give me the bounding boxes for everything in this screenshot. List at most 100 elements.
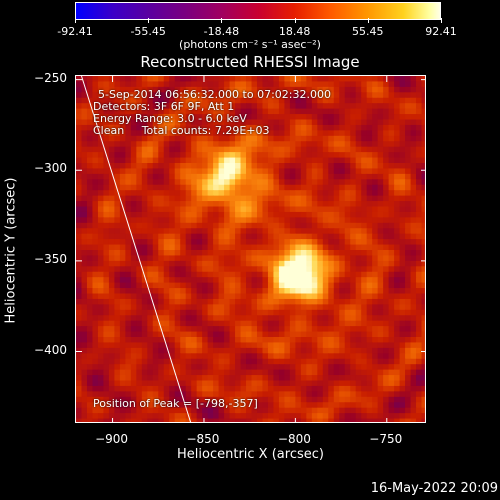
heatmap-pixel: [114, 396, 121, 403]
heatmap-pixel: [306, 201, 313, 208]
heatmap-pixel: [311, 130, 318, 137]
heatmap-pixel: [141, 92, 148, 99]
heatmap-pixel: [339, 326, 346, 333]
heatmap-pixel: [180, 108, 187, 115]
heatmap-pixel: [300, 255, 307, 262]
heatmap-pixel: [350, 298, 357, 305]
heatmap-pixel: [130, 179, 137, 186]
heatmap-pixel: [235, 217, 242, 224]
heatmap-pixel: [410, 277, 417, 284]
heatmap-pixel: [202, 211, 209, 218]
heatmap-pixel: [76, 146, 83, 153]
heatmap-pixel: [130, 81, 137, 88]
heatmap-pixel: [136, 364, 143, 371]
heatmap-pixel: [256, 255, 264, 262]
heatmap-pixel: [97, 239, 105, 246]
heatmap-pixel: [339, 413, 346, 420]
heatmap-pixel: [328, 81, 335, 88]
heatmap-pixel: [169, 195, 176, 202]
heatmap-pixel: [284, 277, 291, 284]
heatmap-pixel: [289, 103, 296, 110]
heatmap-pixel: [377, 396, 384, 403]
heatmap-pixel: [185, 298, 192, 305]
heatmap-pixel: [86, 146, 94, 153]
heatmap-pixel: [169, 413, 176, 420]
heatmap-pixel: [278, 369, 286, 376]
heatmap-pixel: [300, 407, 307, 414]
heatmap-pixel: [218, 266, 225, 273]
heatmap-pixel: [246, 293, 253, 300]
heatmap-pixel: [235, 347, 242, 354]
heatmap-pixel: [180, 206, 187, 213]
heatmap-pixel: [322, 201, 329, 208]
heatmap-pixel: [136, 233, 143, 240]
heatmap-pixel: [405, 222, 412, 229]
heatmap-pixel: [344, 179, 351, 186]
heatmap-pixel: [86, 201, 94, 208]
heatmap-pixel: [207, 152, 214, 159]
heatmap-pixel: [202, 206, 209, 213]
heatmap-pixel: [278, 250, 286, 257]
heatmap-pixel: [328, 369, 335, 376]
heatmap-pixel: [207, 135, 214, 142]
heatmap-pixel: [202, 168, 209, 175]
heatmap-pixel: [163, 407, 170, 414]
heatmap-pixel: [152, 250, 159, 257]
heatmap-pixel: [136, 342, 143, 349]
heatmap-pixel: [86, 309, 94, 316]
heatmap-pixel: [125, 190, 132, 197]
heatmap-pixel: [328, 277, 335, 284]
heatmap-pixel: [399, 358, 406, 365]
heatmap-pixel: [103, 364, 110, 371]
heatmap-pixel: [355, 76, 362, 83]
heatmap-pixel: [81, 130, 88, 137]
heatmap-pixel: [317, 396, 324, 403]
heatmap-pixel: [207, 206, 214, 213]
heatmap-pixel: [366, 211, 373, 218]
heatmap-pixel: [196, 353, 203, 360]
heatmap-pixel: [344, 163, 351, 170]
heatmap-pixel: [218, 271, 225, 278]
heatmap-pixel: [295, 206, 302, 213]
heatmap-pixel: [322, 391, 329, 398]
heatmap-pixel: [174, 239, 181, 246]
heatmap-pixel: [218, 407, 225, 414]
heatmap-pixel: [416, 298, 423, 305]
heatmap-pixel: [147, 92, 154, 99]
heatmap-pixel: [185, 163, 192, 170]
heatmap-pixel: [224, 233, 231, 240]
heatmap-pixel: [311, 358, 318, 365]
heatmap-pixel: [125, 266, 132, 273]
heatmap-pixel: [317, 108, 324, 115]
heatmap-pixel: [119, 304, 126, 311]
heatmap-pixel: [377, 135, 384, 142]
heatmap-pixel: [289, 81, 296, 88]
heatmap-pixel: [246, 108, 253, 115]
heatmap-pixel: [163, 201, 170, 208]
heatmap-pixel: [361, 190, 368, 197]
heatmap-pixel: [114, 402, 121, 409]
heatmap-pixel: [273, 201, 280, 208]
heatmap-pixel: [322, 380, 329, 387]
heatmap-pixel: [174, 380, 181, 387]
heatmap-pixel: [163, 326, 170, 333]
heatmap-pixel: [125, 233, 132, 240]
heatmap-pixel: [306, 114, 313, 121]
heatmap-pixel: [399, 217, 406, 224]
heatmap-pixel: [229, 407, 236, 414]
heatmap-pixel: [246, 255, 253, 262]
heatmap-pixel: [169, 358, 176, 365]
heatmap-pixel: [240, 244, 247, 251]
heatmap-pixel: [180, 179, 187, 186]
heatmap-pixel: [92, 168, 99, 175]
heatmap-pixel: [218, 380, 225, 387]
heatmap-pixel: [196, 331, 203, 338]
heatmap-pixel: [383, 396, 390, 403]
heatmap-pixel: [256, 179, 264, 186]
heatmap-pixel: [295, 309, 302, 316]
heatmap-pixel: [108, 271, 115, 278]
colorbar-tick-mark: [367, 18, 369, 23]
heatmap-pixel: [125, 81, 132, 88]
heatmap-pixel: [421, 391, 425, 398]
heatmap-pixel: [410, 86, 417, 93]
